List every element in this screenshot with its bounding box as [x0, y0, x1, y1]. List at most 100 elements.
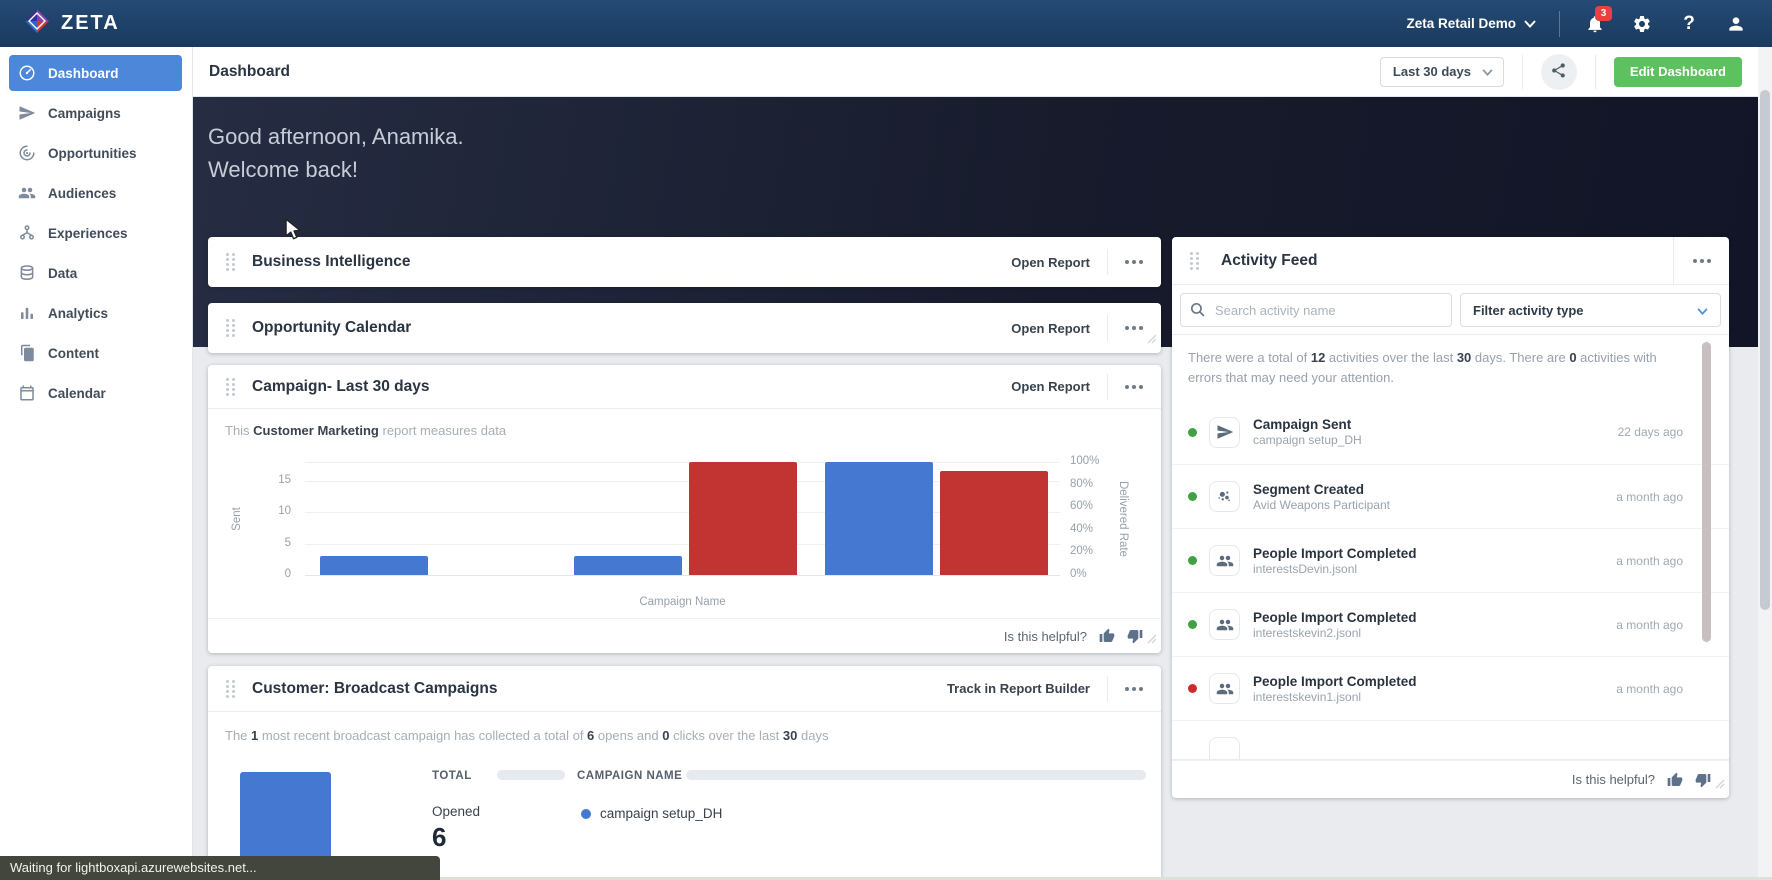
- drag-handle-icon[interactable]: [226, 377, 235, 396]
- sidebar-item-content[interactable]: Content: [9, 335, 182, 371]
- thumbs-up-icon[interactable]: [1667, 772, 1683, 788]
- y-tick-right: 80%: [1070, 477, 1094, 490]
- y-axis-ticks-left: 0 5 10 15: [248, 462, 291, 580]
- bar-sent-3[interactable]: [825, 462, 933, 575]
- pages-icon: [18, 344, 36, 362]
- help-button[interactable]: ?: [1677, 12, 1701, 36]
- ellipsis-icon: [1125, 326, 1143, 330]
- open-report-link[interactable]: Open Report: [1011, 379, 1090, 394]
- top-bar: ZETA Zeta Retail Demo 3: [0, 0, 1772, 47]
- metric-value: 6: [432, 822, 447, 852]
- sidebar-item-calendar[interactable]: Calendar: [9, 375, 182, 411]
- activity-subtitle: campaign setup_DH: [1253, 433, 1362, 448]
- activity-subtitle: Avid Weapons Participant: [1253, 497, 1390, 512]
- drag-handle-icon[interactable]: [226, 319, 235, 337]
- card-menu-button[interactable]: [1107, 315, 1143, 341]
- resize-grip-icon[interactable]: [1713, 776, 1725, 794]
- x-axis-line: [305, 575, 1060, 576]
- card-menu-button[interactable]: [1107, 249, 1143, 275]
- filter-activity-type-select[interactable]: Filter activity type: [1460, 293, 1721, 327]
- date-range-select[interactable]: Last 30 days: [1379, 56, 1504, 87]
- share-button[interactable]: [1540, 53, 1577, 90]
- panel-menu-button[interactable]: [1673, 236, 1729, 285]
- thumbs-down-icon[interactable]: [1695, 772, 1711, 788]
- activity-time: a month ago: [1616, 681, 1683, 696]
- y-tick-left: 15: [278, 473, 291, 486]
- question-mark-icon: ?: [1683, 12, 1695, 34]
- campaign-name: campaign setup_DH: [600, 806, 723, 821]
- open-report-link[interactable]: Open Report: [1011, 254, 1090, 270]
- chevron-down-icon: [1524, 16, 1536, 31]
- bar-sent-1[interactable]: [320, 556, 428, 575]
- sidebar-item-label: Experiences: [48, 225, 128, 241]
- card-menu-button[interactable]: [1107, 373, 1143, 400]
- open-report-link[interactable]: Open Report: [1011, 320, 1090, 336]
- drag-handle-icon[interactable]: [1190, 251, 1199, 270]
- sidebar-item-analytics[interactable]: Analytics: [9, 295, 182, 331]
- helpful-label: Is this helpful?: [1003, 628, 1087, 644]
- sidebar-item-audiences[interactable]: Audiences: [9, 175, 182, 211]
- edit-dashboard-button[interactable]: Edit Dashboard: [1613, 56, 1742, 87]
- sidebar-item-experiences[interactable]: Experiences: [9, 215, 182, 251]
- notifications-button[interactable]: 3: [1583, 5, 1612, 36]
- bar-delivered-rate-3[interactable]: [940, 471, 1048, 575]
- page-title: Dashboard: [209, 62, 290, 80]
- sidebar-item-data[interactable]: Data: [9, 255, 182, 291]
- bar-sent-2[interactable]: [574, 556, 682, 575]
- settings-button[interactable]: [1630, 12, 1654, 36]
- account-switcher[interactable]: Zeta Retail Demo: [1406, 16, 1536, 31]
- activity-item[interactable]: [1172, 720, 1729, 759]
- track-in-report-builder-link[interactable]: Track in Report Builder: [946, 681, 1090, 696]
- card-title: Opportunity Calendar: [252, 319, 412, 336]
- thumbs-down-icon[interactable]: [1127, 628, 1143, 644]
- y-tick-right: 0%: [1070, 568, 1087, 580]
- zeta-logo[interactable]: ZETA: [0, 8, 120, 39]
- legend-dot-icon: [581, 809, 591, 819]
- sidebar-item-dashboard[interactable]: Dashboard: [9, 55, 182, 91]
- sidebar-item-label: Data: [48, 265, 78, 281]
- people-icon: [18, 184, 36, 202]
- activity-type-icon: [1209, 737, 1240, 759]
- activity-item[interactable]: People Import Completed interestsDevin.js…: [1172, 528, 1729, 592]
- status-dot-error: [1188, 684, 1197, 694]
- activity-item[interactable]: Campaign Sent campaign setup_DH 22 days ag…: [1172, 400, 1729, 464]
- search-input[interactable]: [1180, 293, 1452, 327]
- gridline: [305, 543, 1060, 545]
- user-menu-button[interactable]: [1724, 12, 1748, 36]
- card-title: Business Intelligence: [252, 253, 411, 270]
- activity-list-scrollbar[interactable]: [1702, 342, 1711, 642]
- sidebar-item-campaigns[interactable]: Campaigns: [9, 95, 182, 131]
- helpful-label: Is this helpful?: [1571, 772, 1655, 787]
- y-tick-left: 0: [284, 568, 291, 580]
- resize-grip-icon[interactable]: [1145, 631, 1157, 649]
- card-campaign-last-30-days: Campaign- Last 30 days Open Report This …: [208, 365, 1161, 653]
- resize-grip-icon[interactable]: [1145, 331, 1157, 349]
- x-axis-label: Campaign Name: [639, 596, 726, 608]
- zeta-diamond-icon: [24, 8, 50, 39]
- bar-delivered-rate-2[interactable]: [689, 462, 797, 575]
- y-tick-right: 20%: [1070, 545, 1094, 558]
- chevron-down-icon: [1697, 303, 1708, 318]
- divider: [1559, 10, 1560, 37]
- activity-item[interactable]: People Import Completed interestskevin1.j…: [1172, 656, 1729, 720]
- ellipsis-icon: [1125, 384, 1143, 389]
- sidebar-item-opportunities[interactable]: Opportunities: [9, 135, 182, 171]
- bar-chart-plot: [305, 462, 1060, 576]
- thumbs-up-icon[interactable]: [1099, 628, 1115, 644]
- activity-item[interactable]: People Import Completed interestskevin2.j…: [1172, 592, 1729, 656]
- activity-item[interactable]: Segment Created Avid Weapons Participant a…: [1172, 464, 1729, 528]
- people-icon: [1209, 673, 1240, 705]
- drag-handle-icon[interactable]: [226, 679, 235, 698]
- user-icon: [1726, 14, 1746, 34]
- gauge-icon: [18, 64, 36, 82]
- activity-title: People Import Completed: [1253, 673, 1417, 689]
- card-menu-button[interactable]: [1107, 675, 1143, 702]
- sidebar: Dashboard Campaigns Opportunities Audiences…: [0, 47, 193, 880]
- sidebar-item-label: Opportunities: [48, 145, 137, 161]
- page-scrollbar-thumb[interactable]: [1760, 90, 1770, 610]
- card-title: Customer: Broadcast Campaigns: [252, 679, 498, 697]
- activity-list: There were a total of 12 activities over…: [1172, 334, 1729, 760]
- card-broadcast-campaigns: Customer: Broadcast Campaigns Track in R…: [208, 666, 1161, 880]
- page-scrollbar-track[interactable]: [1758, 47, 1772, 880]
- drag-handle-icon[interactable]: [226, 253, 235, 271]
